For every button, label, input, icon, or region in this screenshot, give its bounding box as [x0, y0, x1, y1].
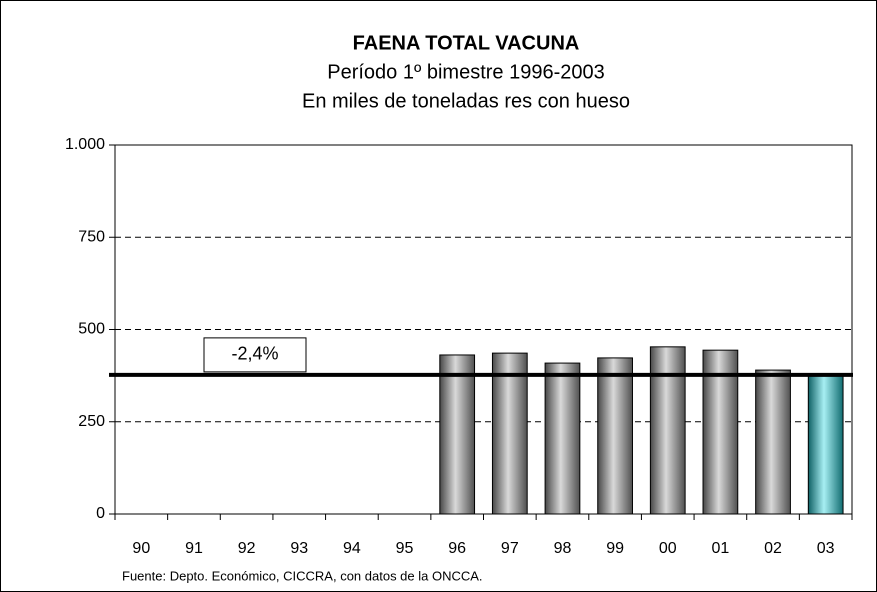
y-tick-label: 1.000	[65, 136, 105, 153]
x-tick-label: 94	[343, 540, 361, 557]
y-tick-label: 500	[78, 321, 105, 338]
bar	[702, 349, 739, 515]
bar	[544, 362, 581, 515]
annotation-box	[203, 337, 307, 373]
chart-title: FAENA TOTAL VACUNA	[353, 32, 580, 54]
bar	[807, 374, 844, 515]
x-tick-label: 95	[396, 540, 414, 557]
x-tick-label: 03	[817, 540, 835, 557]
chart-subtitle: En miles de toneladas res con hueso	[302, 90, 630, 112]
source-note: Fuente: Depto. Económico, CICCRA, con da…	[122, 568, 483, 583]
x-tick-label: 96	[448, 540, 466, 557]
x-tick-label: 02	[764, 540, 782, 557]
bar	[439, 354, 476, 515]
y-tick-label: 750	[78, 228, 105, 245]
x-tick-label: 97	[501, 540, 519, 557]
bar	[491, 352, 528, 515]
x-tick-label: 98	[554, 540, 572, 557]
y-tick-label: 250	[78, 413, 105, 430]
x-tick-label: 99	[606, 540, 624, 557]
x-tick-label: 01	[711, 540, 729, 557]
bar	[597, 357, 633, 515]
x-tick-label: 00	[659, 540, 677, 557]
x-tick-label: 92	[238, 540, 256, 557]
x-tick-label: 91	[185, 540, 203, 557]
x-tick-label: 93	[290, 540, 308, 557]
bar	[755, 369, 791, 515]
annotation: -2,4%	[231, 344, 278, 364]
y-tick-label: 0	[96, 505, 105, 522]
bar	[649, 346, 686, 515]
x-tick-label: 90	[132, 540, 150, 557]
chart-subtitle: Período 1º bimestre 1996-2003	[327, 61, 604, 83]
